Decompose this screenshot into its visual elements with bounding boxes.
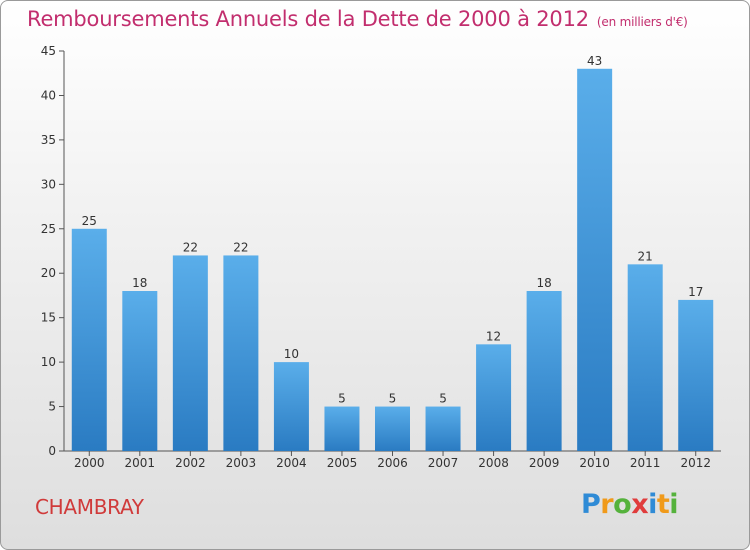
x-tick-label: 2008 bbox=[478, 456, 509, 470]
bar bbox=[375, 406, 410, 451]
bar bbox=[273, 362, 309, 451]
chart-title-text: Remboursements Annuels de la Dette de 20… bbox=[27, 7, 589, 31]
bar-value-label: 22 bbox=[233, 240, 248, 254]
y-tick-label: 25 bbox=[41, 222, 56, 236]
y-tick-label: 15 bbox=[41, 311, 56, 325]
bar bbox=[172, 255, 208, 451]
bar bbox=[71, 228, 107, 451]
bar bbox=[627, 264, 663, 451]
bar bbox=[223, 255, 259, 451]
bar-value-label: 25 bbox=[82, 214, 97, 228]
x-tick-label: 2000 bbox=[74, 456, 105, 470]
y-tick-label: 40 bbox=[41, 88, 56, 102]
bar bbox=[577, 68, 613, 452]
x-tick-label: 2006 bbox=[377, 456, 408, 470]
y-tick-label: 10 bbox=[41, 355, 56, 369]
bar bbox=[122, 291, 158, 451]
x-tick-label: 2003 bbox=[226, 456, 257, 470]
y-tick-label: 35 bbox=[41, 133, 56, 147]
x-tick-label: 2012 bbox=[680, 456, 711, 470]
commune-name: CHAMBRAY bbox=[35, 495, 144, 519]
chart-bars: 25 18 22 22 10 5 5 5 12 18 43 21 17 bbox=[71, 54, 714, 452]
bar-value-label: 18 bbox=[536, 276, 551, 290]
chart-title: Remboursements Annuels de la Dette de 20… bbox=[27, 7, 688, 31]
x-tick-label: 2004 bbox=[276, 456, 307, 470]
bar bbox=[678, 299, 714, 451]
bar-value-label: 5 bbox=[389, 392, 397, 406]
bar bbox=[476, 344, 512, 451]
bar-value-label: 21 bbox=[638, 249, 653, 263]
bar-value-label: 5 bbox=[338, 392, 346, 406]
x-tick-label: 2011 bbox=[630, 456, 661, 470]
x-tick-label: 2007 bbox=[428, 456, 459, 470]
x-tick-label: 2001 bbox=[125, 456, 156, 470]
x-tick-label: 2005 bbox=[327, 456, 358, 470]
bar bbox=[324, 406, 360, 451]
bar-value-label: 10 bbox=[284, 347, 299, 361]
bar-value-label: 18 bbox=[132, 276, 147, 290]
chart-unit: (en milliers d'€) bbox=[596, 15, 688, 29]
y-tick-label: 20 bbox=[41, 266, 56, 280]
x-tick-label: 2010 bbox=[579, 456, 610, 470]
bar bbox=[526, 291, 562, 451]
bar-value-label: 22 bbox=[183, 240, 198, 254]
bar-value-label: 5 bbox=[439, 392, 447, 406]
x-tick-label: 2009 bbox=[529, 456, 560, 470]
x-tick-label: 2002 bbox=[175, 456, 206, 470]
y-tick-label: 0 bbox=[48, 444, 56, 458]
bar-value-label: 17 bbox=[688, 285, 703, 299]
y-tick-label: 5 bbox=[48, 400, 56, 414]
y-tick-label: 45 bbox=[41, 44, 56, 58]
bar bbox=[425, 406, 461, 451]
bar-value-label: 43 bbox=[587, 54, 602, 68]
chart-axes: 0 5 10 15 20 25 30 35 40 45 2000 2001 2002 2003 2004 20… bbox=[41, 44, 721, 470]
y-tick-label: 30 bbox=[41, 177, 56, 191]
proxiti-logo: Proxiti bbox=[581, 489, 679, 520]
bar-value-label: 12 bbox=[486, 329, 501, 343]
